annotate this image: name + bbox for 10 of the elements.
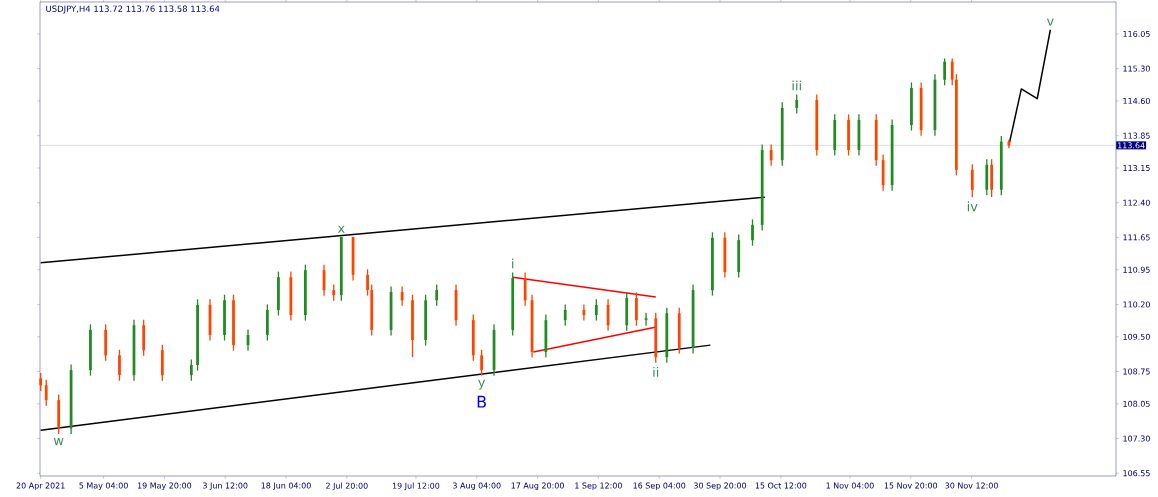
annotation: ii [653,366,659,377]
annotation: w [53,438,64,446]
annotation: y [478,379,486,390]
annotation: iv [967,201,978,212]
annotation: x [337,225,345,233]
annotation: i [512,258,514,269]
annotation: B [477,395,486,408]
annotation: iii [792,80,801,91]
chart-title: USDJPY,H4 113.72 113.76 113.58 113.64 [46,5,220,14]
annotation: v [1046,18,1054,26]
